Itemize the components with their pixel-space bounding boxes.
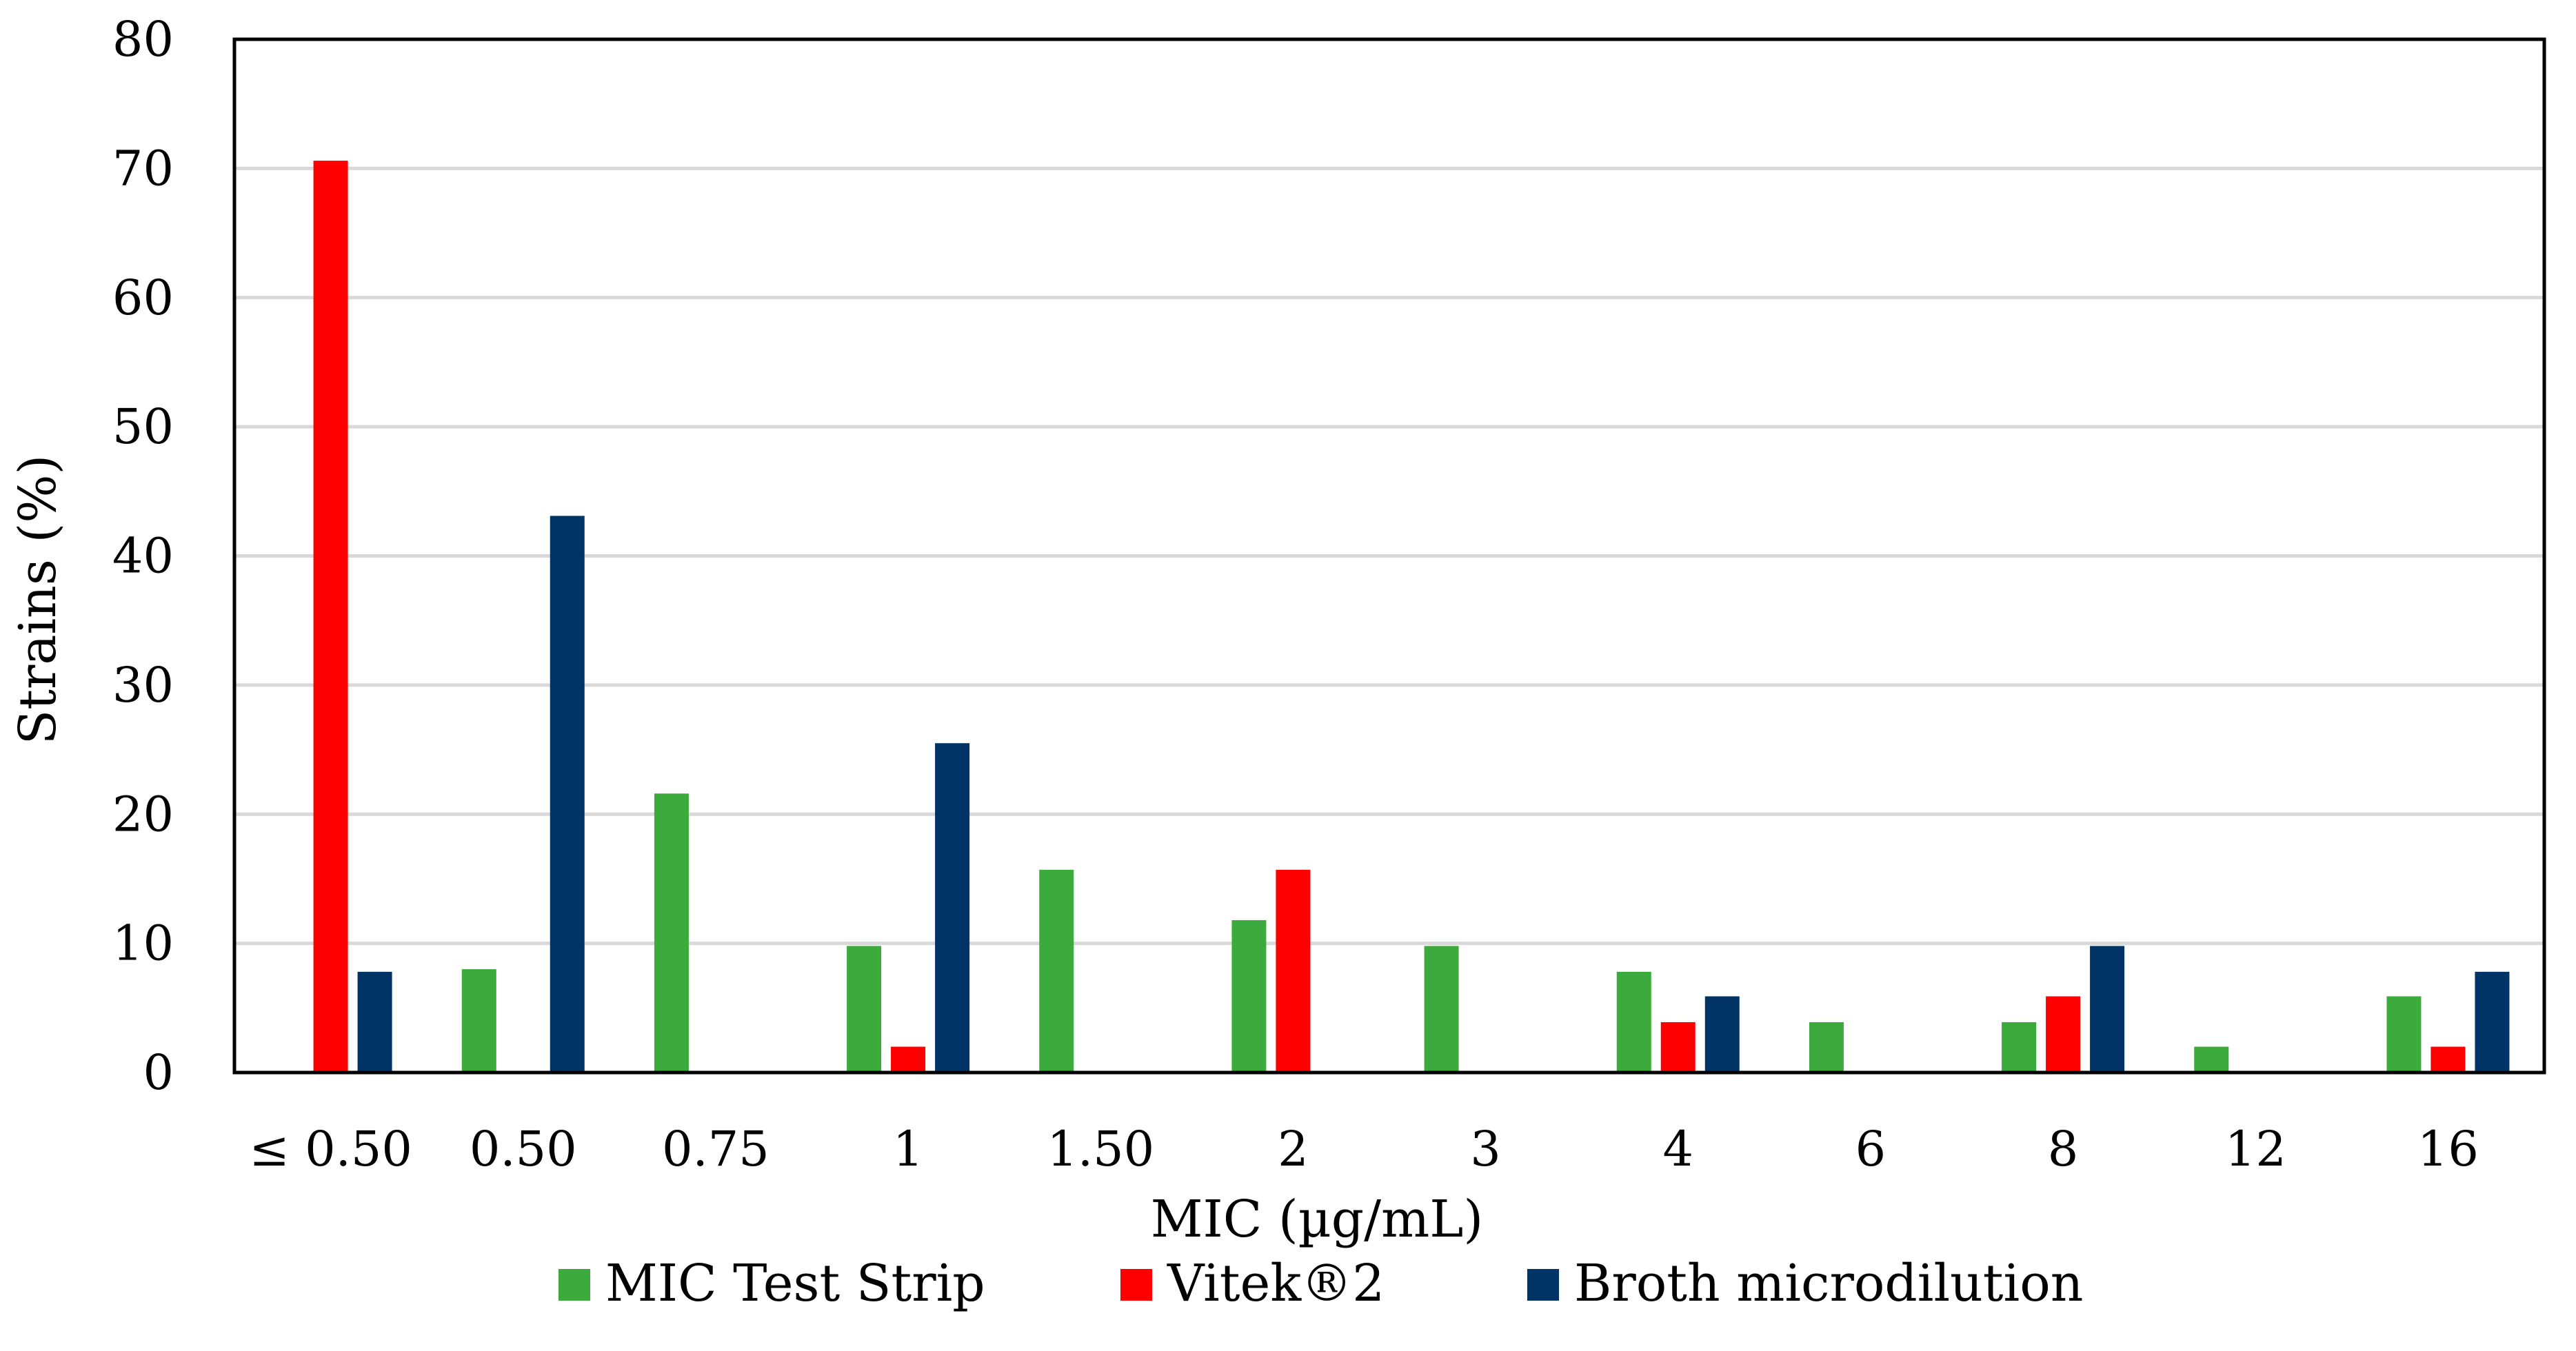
legend-item: MIC Test Strip [559,1254,985,1313]
bar-mic-test-strip [1809,1022,1844,1073]
y-tick-label: 70 [112,140,174,196]
bar-broth-microdilution [2090,946,2125,1073]
legend-label: MIC Test Strip [605,1254,985,1313]
bar-broth-microdilution [1704,996,1740,1073]
legend-item: Vitek®2 [1120,1254,1385,1313]
bar-mic-test-strip [1231,920,1267,1073]
legend: MIC Test Strip Vitek®2 Broth microdilution [559,1254,2083,1313]
x-axis-title: MIC (µg/mL) [1151,1190,1484,1249]
legend-swatch [1527,1269,1559,1301]
y-tick-label: 80 [112,11,174,68]
y-tick-label: 20 [112,786,174,842]
x-tick-label: 2 [1278,1121,1309,1177]
y-tick-label: 60 [112,270,174,326]
x-tick-label: 6 [1855,1121,1886,1177]
gridlines [234,166,2544,946]
y-tick-label: 50 [112,398,174,455]
bar-broth-microdilution [550,516,585,1073]
bar-mic-test-strip [1424,946,1459,1073]
bar-vitek-2 [2046,996,2081,1073]
bar-mic-test-strip [1616,971,1651,1073]
legend-swatch [1120,1269,1152,1301]
bar-vitek-2 [2431,1046,2466,1073]
x-tick-label: 1 [893,1121,924,1177]
x-tick-label: 16 [2417,1121,2479,1177]
legend-label: Broth microdilution [1574,1254,2083,1313]
x-tick-label: 3 [1470,1121,1501,1177]
legend-swatch [559,1269,590,1301]
bar-mic-test-strip [2386,996,2422,1073]
bar-mic-test-strip [461,969,496,1073]
bar-mic-test-strip [2194,1046,2229,1073]
x-tick-label: 4 [1662,1121,1693,1177]
bar-mic-test-strip [2002,1022,2037,1073]
bar-vitek-2 [1660,1022,1695,1073]
bar-broth-microdilution [2475,971,2510,1073]
x-tick-label: 8 [2048,1121,2079,1177]
x-tick-label: ≤ 0.50 [249,1121,412,1177]
y-tick-label: 0 [143,1044,174,1101]
y-axis-title: Strains (%) [8,455,68,745]
y-tick-label: 10 [112,915,174,972]
bar-broth-microdilution [935,743,970,1073]
x-tick-label: 0.75 [662,1121,769,1177]
y-tick-label: 30 [112,657,174,713]
x-tick-label: 0.50 [470,1121,577,1177]
bar-mic-test-strip [1039,869,1074,1073]
bar-mic-test-strip [654,793,689,1073]
legend-item: Broth microdilution [1527,1254,2083,1313]
bars [313,161,2510,1073]
bar-vitek-2 [313,161,348,1073]
bar-vitek-2 [891,1046,926,1073]
x-tick-label: 1.50 [1047,1121,1154,1177]
legend-label: Vitek®2 [1167,1254,1385,1313]
bar-mic-test-strip [847,946,882,1073]
bar-broth-microdilution [357,971,392,1073]
x-tick-label: 12 [2225,1121,2286,1177]
bar-vitek-2 [1276,869,1311,1073]
axes: 0 10 20 30 40 50 60 70 80 ≤ 0.50 0.50 0.75 1 1.50 2 3 4 6… [112,11,2546,1177]
y-tick-label: 40 [112,528,174,585]
